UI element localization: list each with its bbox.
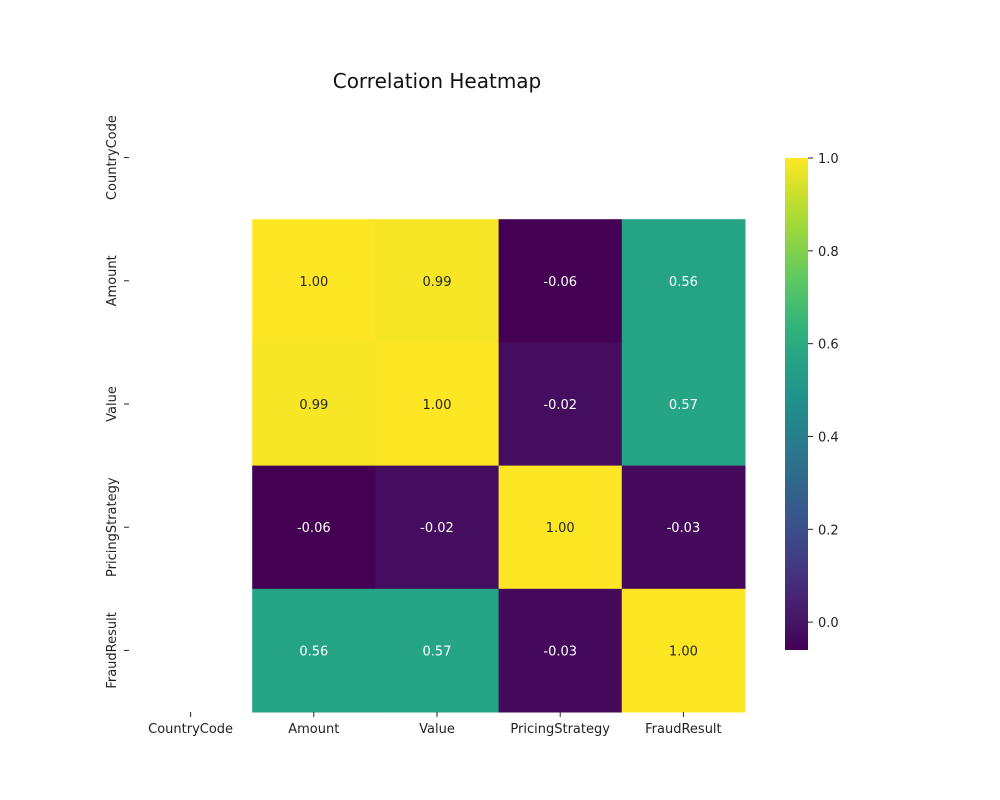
heatmap-cell [498,465,623,590]
cell-value-label: 1.00 [669,644,698,659]
y-tick-label: Amount [105,255,120,306]
colorbar-tick-label: 0.2 [818,523,839,538]
cell-value-label: 0.99 [423,275,452,290]
y-tick-label: Value [105,386,120,422]
heatmap-cell [621,342,746,467]
heatmap-cell [375,465,500,590]
cell-value-label: -0.02 [420,521,454,536]
heatmap-cell [252,588,376,713]
colorbar-tick-label: 0.0 [818,616,839,631]
cell-value-label: 1.00 [546,521,575,536]
heatmap-cell [498,219,623,343]
heatmap-cell [252,465,376,590]
cell-value-label: 0.99 [299,398,328,413]
heatmap-cell [621,219,746,343]
heatmap-cell [375,342,500,467]
cell-value-label: 0.57 [669,398,698,413]
heatmap-cell [498,342,623,467]
cell-value-label: 0.56 [669,275,698,290]
cell-value-label: 1.00 [423,398,452,413]
cell-value-label: 0.56 [299,644,328,659]
cell-value-label: 0.57 [423,644,452,659]
heatmap-cell [252,219,376,343]
cell-value-label: -0.06 [297,521,331,536]
heatmap-cell [375,588,500,713]
y-tick-label: PricingStrategy [105,477,120,577]
heatmap-cell-labels: 1.00 0.99 -0.06 0.56 0.99 1.00 -0.02 0.57 -0.06 -… [297,275,700,660]
x-tick-label: Value [419,722,455,737]
heatmap-cell [498,588,623,713]
x-axis: CountryCode Amount Value PricingStrategy Fra… [148,712,722,737]
cell-value-label: 1.00 [299,275,328,290]
colorbar-tick-label: 0.6 [818,338,839,353]
heatmap-cells [252,219,746,713]
cell-value-label: -0.06 [543,275,577,290]
colorbar-tick-label: 0.8 [818,245,839,260]
y-tick-label: CountryCode [105,115,120,200]
heatmap-cell [621,588,746,713]
y-tick-label: FraudResult [105,612,120,689]
colorbar-tick-label: 1.0 [818,152,839,167]
heatmap-cell [621,465,746,590]
chart-title: Correlation Heatmap [333,69,542,93]
x-tick-label: Amount [288,722,339,737]
heatmap-cell [252,342,376,467]
heatmap-cell [375,219,500,343]
cell-value-label: -0.02 [543,398,577,413]
cell-value-label: -0.03 [667,521,701,536]
y-axis: CountryCode Amount Value PricingStrategy Fra… [105,115,129,689]
cell-value-label: -0.03 [543,644,577,659]
colorbar-tick-label: 0.4 [818,430,839,445]
x-tick-label: FraudResult [645,722,722,737]
x-tick-label: CountryCode [148,722,233,737]
colorbar-gradient [785,158,808,650]
colorbar: 0.0 0.2 0.4 0.6 0.8 1.0 [785,152,839,650]
x-tick-label: PricingStrategy [510,722,610,737]
